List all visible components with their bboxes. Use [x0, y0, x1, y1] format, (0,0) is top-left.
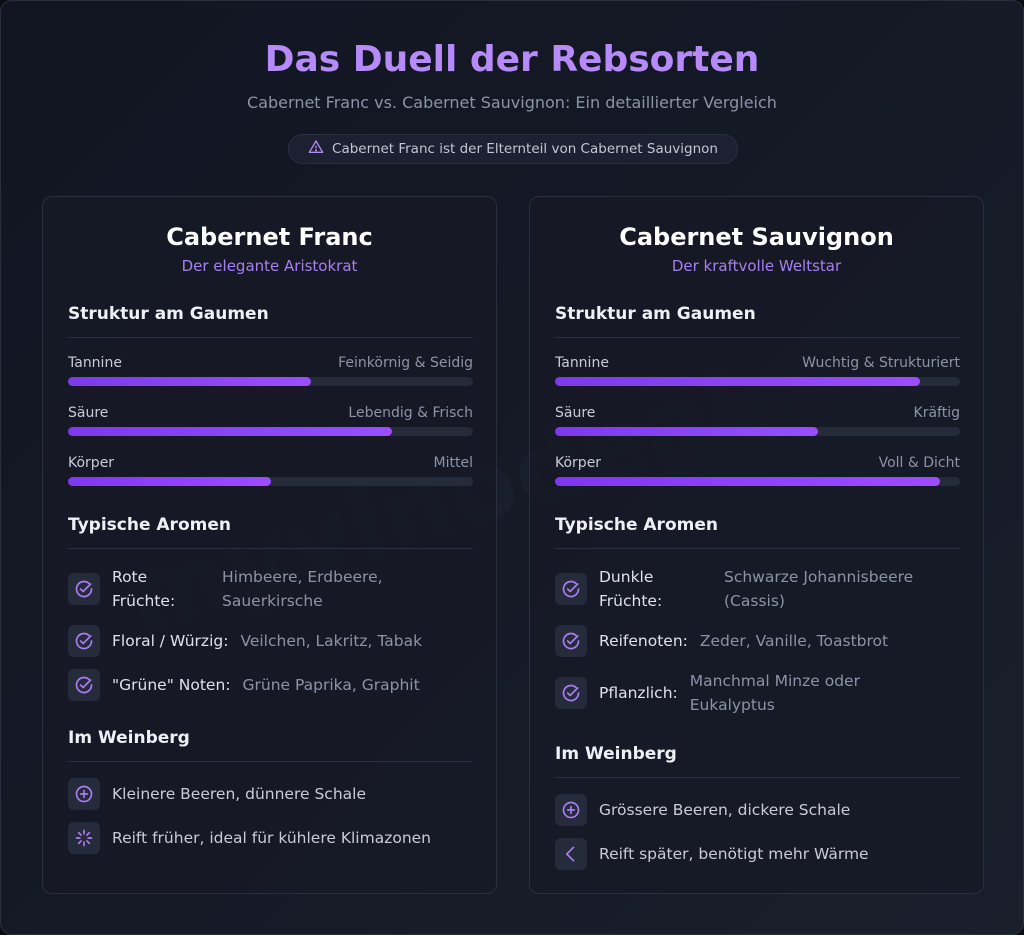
metric-value: Feinkörnig & Seidig	[338, 355, 473, 371]
divider	[68, 337, 473, 338]
section-title-aromas: Typische Aromen	[555, 515, 718, 535]
card-subtitle: Der elegante Aristokrat	[181, 257, 358, 275]
section-title-vineyard: Im Weinberg	[555, 744, 677, 764]
page-subtitle: Cabernet Franc vs. Cabernet Sauvignon: E…	[247, 93, 777, 112]
metric-track	[555, 377, 960, 386]
divider	[68, 761, 473, 762]
plus-circle-icon	[68, 778, 100, 810]
aroma-item: Reifenoten: Zeder, Vanille, Toastbrot	[555, 625, 960, 657]
section-title-aromas: Typische Aromen	[68, 515, 231, 535]
aroma-key: Reifenoten:	[599, 632, 688, 650]
section-title-vineyard: Im Weinberg	[68, 728, 190, 748]
vineyard-item: Kleinere Beeren, dünnere Schale	[68, 778, 473, 810]
aroma-key: Rote Früchte:	[112, 568, 176, 610]
chevron-left-icon	[555, 838, 587, 870]
aroma-value: Veilchen, Lakritz, Tabak	[240, 632, 423, 650]
check-circle-icon	[68, 573, 100, 605]
card-subtitle: Der kraftvolle Weltstar	[671, 257, 842, 275]
metric-track	[555, 427, 960, 436]
metric-bar-fill	[68, 477, 271, 486]
aroma-item: Floral / Würzig: Veilchen, Lakritz, Taba…	[68, 625, 473, 657]
section-title-structure: Struktur am Gaumen	[68, 304, 269, 324]
check-circle-icon	[68, 625, 100, 657]
metric-label: Tannine	[68, 355, 122, 371]
vineyard-text: Kleinere Beeren, dünnere Schale	[112, 785, 366, 803]
metric-track	[68, 427, 473, 436]
divider	[555, 548, 960, 549]
metric-bar-fill	[555, 377, 920, 386]
metric-bar-fill	[555, 477, 940, 486]
metric-bar-fill	[555, 427, 819, 436]
metric-track	[68, 477, 473, 486]
check-circle-icon	[555, 625, 587, 657]
notice-text: Cabernet Franc ist der Elternteil von Ca…	[332, 141, 718, 157]
aroma-key: Pflanzlich:	[599, 684, 678, 702]
vineyard-item: Reift früher, ideal für kühlere Klimazon…	[68, 822, 473, 854]
metric-bar-fill	[68, 427, 392, 436]
metric-value: Mittel	[433, 455, 473, 471]
aroma-value: Zeder, Vanille, Toastbrot	[699, 632, 889, 650]
divider	[555, 777, 960, 778]
aroma-key: Floral / Würzig:	[112, 632, 229, 650]
metric-label: Säure	[555, 405, 596, 421]
metric-track	[68, 377, 473, 386]
aroma-value: Grüne Paprika, Graphit	[242, 676, 420, 694]
vineyard-text: Reift später, benötigt mehr Wärme	[599, 845, 869, 863]
plus-circle-icon	[555, 794, 587, 826]
aroma-item: Rote Früchte: Himbeere, Erdbeere, Sauerk…	[68, 565, 473, 613]
aroma-key: Dunkle Früchte:	[599, 568, 663, 610]
vineyard-text: Reift früher, ideal für kühlere Klimazon…	[112, 829, 431, 847]
metric-label: Körper	[68, 455, 115, 471]
metric-value: Kräftig	[913, 405, 960, 421]
warning-icon	[308, 139, 324, 159]
card-cabernet-sauvignon: Cabernet Sauvignon Der kraftvolle Weltst…	[529, 196, 984, 894]
aroma-value: Manchmal Minze oder Eukalyptus	[689, 672, 860, 714]
check-circle-icon	[68, 669, 100, 701]
metric-track	[555, 477, 960, 486]
metric-label: Säure	[68, 405, 109, 421]
metric-value: Lebendig & Frisch	[348, 405, 473, 421]
aroma-item: Pflanzlich: Manchmal Minze oder Eukalypt…	[555, 669, 960, 717]
card-title: Cabernet Sauvignon	[619, 223, 894, 251]
metric-value: Voll & Dicht	[878, 455, 960, 471]
check-circle-icon	[555, 573, 587, 605]
info-notice: Cabernet Franc ist der Elternteil von Ca…	[288, 134, 738, 164]
aroma-key: "Grüne" Noten:	[112, 676, 231, 694]
divider	[68, 548, 473, 549]
metric-label: Tannine	[555, 355, 609, 371]
metric-label: Körper	[555, 455, 602, 471]
metric-value: Wuchtig & Strukturiert	[802, 355, 960, 371]
aroma-value: Himbeere, Erdbeere, Sauerkirsche	[222, 568, 383, 610]
section-title-structure: Struktur am Gaumen	[555, 304, 756, 324]
card-title: Cabernet Franc	[166, 223, 373, 251]
loader-icon	[68, 822, 100, 854]
check-circle-icon	[555, 677, 587, 709]
vineyard-item: Grössere Beeren, dickere Schale	[555, 794, 960, 826]
divider	[555, 337, 960, 338]
aroma-value: Schwarze Johannisbeere (Cassis)	[724, 568, 914, 610]
page-title: Das Duell der Rebsorten	[264, 39, 760, 80]
aroma-item: Dunkle Früchte: Schwarze Johannisbeere (…	[555, 565, 960, 613]
aroma-item: "Grüne" Noten: Grüne Paprika, Graphit	[68, 669, 473, 701]
metric-bar-fill	[68, 377, 311, 386]
vineyard-item: Reift später, benötigt mehr Wärme	[555, 838, 960, 870]
vineyard-text: Grössere Beeren, dickere Schale	[599, 801, 851, 819]
card-cabernet-franc: Cabernet Franc Der elegante Aristokrat S…	[42, 196, 497, 894]
